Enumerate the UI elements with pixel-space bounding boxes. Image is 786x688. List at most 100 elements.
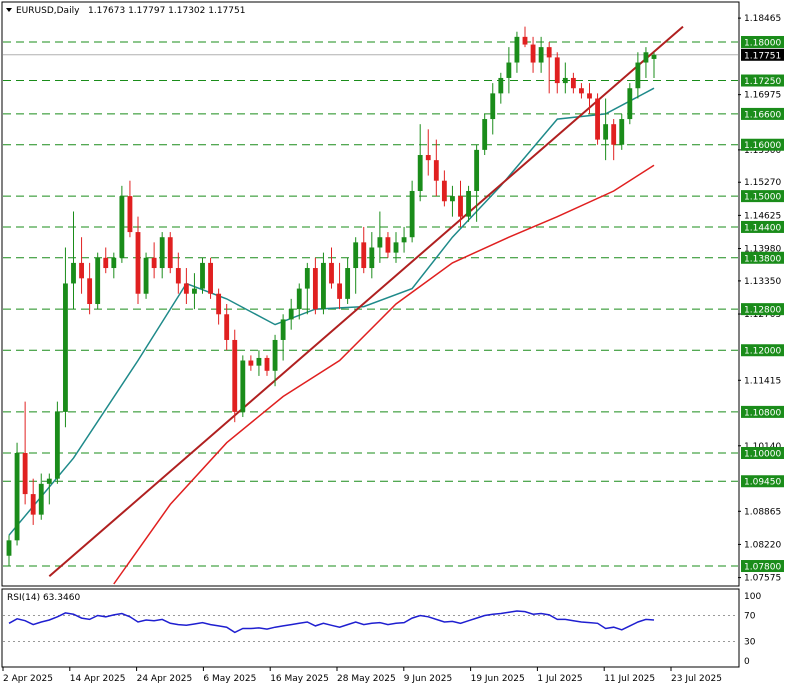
- candle-body-bull: [288, 309, 294, 320]
- x-tick-label: 9 Jun 2025: [404, 674, 452, 684]
- candle-body-bull: [627, 88, 633, 120]
- x-tick-label: 16 May 2025: [270, 674, 329, 684]
- level-tag-bg: [741, 475, 784, 488]
- candle-body-bull: [514, 36, 520, 63]
- level-tag-bg: [741, 35, 784, 48]
- candle-body-bull: [506, 62, 512, 78]
- candle-body-bear: [458, 196, 463, 217]
- x-tick-label: 11 Jul 2025: [604, 674, 655, 684]
- candle-body-bear: [530, 44, 536, 63]
- trendline-group: [48, 25, 684, 578]
- level-tag-bg: [741, 190, 784, 203]
- candle-body-bull: [38, 483, 44, 515]
- x-tick-label: 2 Apr 2025: [3, 674, 53, 684]
- level-tag-bg: [741, 405, 784, 418]
- candle-body-bull: [401, 237, 407, 243]
- candles: [6, 26, 657, 567]
- candle-body-bull: [304, 268, 310, 289]
- candle-body-bull: [111, 257, 117, 269]
- candle-body-bear: [546, 47, 552, 58]
- candle-body-bear: [587, 93, 592, 99]
- candle-body-bear: [167, 237, 173, 269]
- level-tag-label: 1.15000: [744, 193, 781, 203]
- candle-body-bull: [353, 242, 359, 269]
- candle-body-bull: [409, 190, 415, 238]
- level-tag-label: 1.16000: [744, 141, 781, 151]
- candle-body-bear: [433, 160, 439, 181]
- candle-body-bear: [361, 242, 367, 269]
- candle-body-bull: [63, 283, 68, 412]
- candle-body-bull: [603, 124, 609, 140]
- candle-body-bear: [337, 283, 342, 299]
- candle-body-bull: [377, 237, 383, 248]
- ma-slow-line: [113, 164, 655, 585]
- dropdown-triangle-icon[interactable]: [6, 8, 12, 12]
- candle-body-bear: [264, 357, 270, 371]
- candle-body-bear: [312, 268, 318, 310]
- candle-body-bear: [183, 283, 189, 294]
- candle-body-bear: [425, 155, 431, 161]
- y-tick-label: 1.15270: [744, 178, 781, 188]
- y-tick-label: 1.13980: [744, 245, 781, 255]
- x-tick-label: 19 Jun 2025: [471, 674, 525, 684]
- candle-body-bull: [635, 62, 641, 89]
- level-tag-bg: [741, 138, 784, 151]
- y-tick-label: 1.07575: [744, 574, 781, 584]
- candle-body-bull: [256, 357, 262, 366]
- y-tick-label: 1.15900: [744, 146, 781, 156]
- level-tag-label: 1.12800: [744, 306, 781, 316]
- level-tag-bg: [741, 107, 784, 120]
- candle-body-bear: [135, 232, 141, 294]
- level-tag-label: 1.07800: [744, 563, 781, 573]
- rsi-indicator: 100 70 30 0: [3, 592, 761, 667]
- candle-body-bear: [329, 262, 334, 284]
- rsi-panel-frame: [1, 588, 740, 668]
- x-tick-label: 14 Apr 2025: [70, 674, 126, 684]
- level-tag-label: 1.10000: [744, 449, 781, 459]
- candle-body-bear: [103, 257, 109, 269]
- level-price-tags: 1.18000 1.17250 1.16600 1.16000 1.15000 1.144…: [741, 35, 784, 573]
- level-tag-label: 1.09450: [744, 478, 781, 488]
- candle-body-bull: [296, 288, 302, 310]
- candle-body-bull: [417, 155, 423, 191]
- candle-body-bull: [538, 47, 544, 63]
- level-tag-bg: [741, 446, 784, 459]
- candle-body-bull: [498, 77, 504, 94]
- candle-body-bull: [200, 262, 205, 289]
- candle-body-bull: [280, 319, 286, 340]
- candle-body-bull: [54, 411, 60, 479]
- candle-body-bull: [369, 247, 375, 269]
- x-tick-label: 1 Jul 2025: [537, 674, 582, 684]
- symbol-label: EURUSD,Daily: [16, 6, 80, 16]
- rsi-line: [8, 610, 655, 634]
- candle-body-bull: [240, 360, 246, 412]
- candle-body-bull: [95, 257, 101, 305]
- y-tick-label: 1.10140: [744, 442, 781, 452]
- y-tick-label: 1.14625: [744, 211, 781, 221]
- candle-body-bear: [554, 57, 560, 84]
- level-tag-label: 1.18000: [744, 38, 781, 48]
- candle-body-bear: [87, 278, 93, 305]
- candle-body-bull: [562, 77, 568, 84]
- level-tag-label: 1.10800: [744, 408, 781, 418]
- candle-body-bull: [46, 478, 52, 484]
- candle-body-bull: [6, 540, 12, 556]
- candle-body-bull: [643, 52, 649, 63]
- candle-body-bull: [651, 54, 657, 59]
- candle-body-bull: [143, 257, 149, 294]
- y-tick-label: 1.08220: [744, 540, 781, 550]
- level-tag-label: 1.14400: [744, 223, 781, 233]
- y-tick-label: 1.18465: [744, 14, 781, 24]
- candle-body-bull: [490, 93, 496, 120]
- x-tick-label: 6 May 2025: [203, 674, 256, 684]
- trendline: [48, 25, 684, 578]
- level-tag-label: 1.16600: [744, 110, 781, 120]
- candle-body-bear: [441, 180, 447, 202]
- candle-body-bull: [450, 196, 455, 202]
- rsi-tick-label: 100: [744, 592, 761, 602]
- candle-body-bull: [345, 268, 351, 299]
- level-tag-bg: [741, 344, 784, 357]
- level-tag-label: 1.13800: [744, 254, 781, 264]
- ohlc-values: 1.17673 1.17797 1.17302 1.17751: [88, 6, 245, 16]
